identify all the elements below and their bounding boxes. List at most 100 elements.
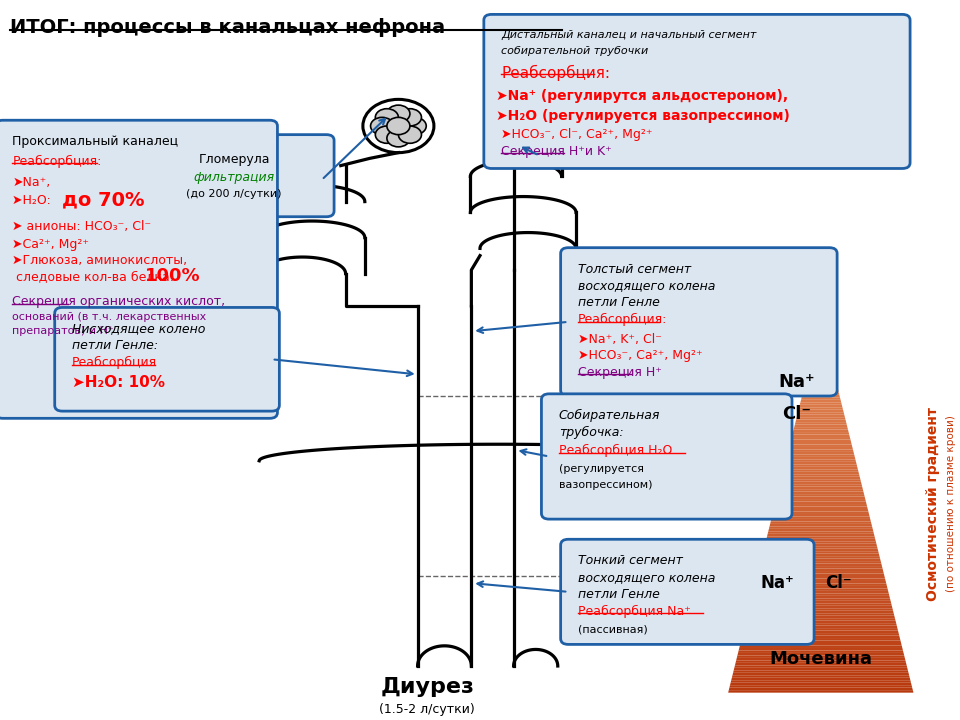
- FancyBboxPatch shape: [541, 394, 792, 519]
- Text: Проксимальный каналец: Проксимальный каналец: [12, 135, 179, 148]
- Polygon shape: [751, 598, 891, 600]
- Polygon shape: [738, 650, 903, 653]
- Text: (пассивная): (пассивная): [578, 624, 648, 634]
- Polygon shape: [772, 514, 870, 516]
- Polygon shape: [748, 611, 894, 613]
- Polygon shape: [820, 320, 822, 323]
- Text: ➤Ca²⁺, Mg²⁺: ➤Ca²⁺, Mg²⁺: [12, 238, 89, 251]
- Polygon shape: [804, 387, 838, 390]
- Text: ➤Na⁺ (регулирутся альдостероном),: ➤Na⁺ (регулирутся альдостероном),: [496, 89, 788, 103]
- Polygon shape: [769, 526, 873, 529]
- Polygon shape: [791, 437, 851, 439]
- Polygon shape: [813, 348, 828, 350]
- Polygon shape: [747, 613, 895, 616]
- Polygon shape: [755, 583, 887, 586]
- Circle shape: [398, 126, 421, 143]
- Polygon shape: [749, 608, 893, 611]
- Text: Тонкий сегмент: Тонкий сегмент: [578, 554, 683, 567]
- Circle shape: [371, 117, 394, 135]
- Polygon shape: [777, 497, 865, 499]
- Polygon shape: [806, 375, 835, 377]
- Text: Мочевина: Мочевина: [769, 649, 873, 668]
- FancyBboxPatch shape: [55, 307, 279, 411]
- Text: оснований (в т.ч. лекарственных: оснований (в т.ч. лекарственных: [12, 312, 206, 322]
- Polygon shape: [756, 578, 886, 581]
- Polygon shape: [775, 502, 867, 504]
- Circle shape: [375, 109, 398, 126]
- Polygon shape: [730, 683, 912, 685]
- Polygon shape: [753, 591, 889, 593]
- Polygon shape: [752, 596, 890, 598]
- Circle shape: [387, 105, 410, 122]
- Polygon shape: [768, 529, 874, 531]
- Polygon shape: [741, 638, 900, 641]
- Polygon shape: [771, 519, 871, 521]
- Polygon shape: [778, 492, 864, 494]
- Polygon shape: [746, 621, 896, 623]
- Polygon shape: [750, 603, 892, 606]
- Polygon shape: [736, 658, 905, 660]
- Polygon shape: [751, 600, 891, 603]
- Polygon shape: [767, 534, 875, 536]
- Polygon shape: [770, 524, 872, 526]
- Polygon shape: [744, 628, 898, 631]
- Polygon shape: [811, 355, 830, 358]
- Polygon shape: [790, 442, 852, 444]
- Text: до 70%: до 70%: [62, 191, 145, 210]
- Polygon shape: [801, 400, 841, 402]
- Text: ➤H₂O (регулируется вазопрессином): ➤H₂O (регулируется вазопрессином): [496, 109, 790, 122]
- Polygon shape: [781, 477, 860, 480]
- Polygon shape: [815, 343, 827, 345]
- Polygon shape: [758, 569, 883, 571]
- Polygon shape: [731, 680, 911, 683]
- Circle shape: [387, 130, 410, 147]
- Polygon shape: [756, 581, 886, 583]
- Polygon shape: [796, 420, 846, 422]
- Polygon shape: [807, 372, 834, 375]
- Text: Осмотический градиент: Осмотический градиент: [926, 407, 940, 601]
- Text: Реабсорбция:: Реабсорбция:: [12, 155, 102, 168]
- Polygon shape: [743, 631, 899, 633]
- Polygon shape: [803, 392, 839, 395]
- Polygon shape: [760, 561, 881, 564]
- Polygon shape: [793, 430, 849, 432]
- Text: восходящего колена: восходящего колена: [578, 279, 715, 292]
- Text: петли Генле:: петли Генле:: [72, 339, 158, 352]
- Text: восходящего колена: восходящего колена: [578, 571, 715, 584]
- Polygon shape: [732, 678, 910, 680]
- Text: вазопрессином): вазопрессином): [559, 480, 652, 490]
- Polygon shape: [810, 360, 831, 363]
- Text: Реабсорбция: Реабсорбция: [72, 356, 157, 369]
- Text: Реабсорбция:: Реабсорбция:: [501, 65, 611, 81]
- Polygon shape: [809, 363, 832, 365]
- Text: ➤H₂O: 10%: ➤H₂O: 10%: [72, 375, 165, 390]
- Polygon shape: [809, 365, 832, 367]
- Polygon shape: [733, 668, 908, 670]
- FancyBboxPatch shape: [134, 135, 334, 217]
- FancyBboxPatch shape: [561, 539, 814, 644]
- Polygon shape: [756, 576, 885, 578]
- Polygon shape: [782, 472, 859, 474]
- Circle shape: [403, 117, 426, 135]
- Text: Na⁺: Na⁺: [779, 373, 815, 391]
- Text: ➤HCO₃⁻, Ca²⁺, Mg²⁺: ➤HCO₃⁻, Ca²⁺, Mg²⁺: [578, 349, 703, 362]
- Polygon shape: [798, 413, 844, 415]
- Polygon shape: [794, 425, 848, 427]
- Text: Cl⁻: Cl⁻: [782, 405, 811, 423]
- Polygon shape: [816, 336, 826, 338]
- Polygon shape: [740, 643, 901, 646]
- Text: ➤H₂O:: ➤H₂O:: [12, 194, 56, 207]
- Polygon shape: [759, 564, 882, 566]
- Polygon shape: [728, 690, 914, 693]
- Polygon shape: [766, 536, 876, 539]
- Polygon shape: [761, 559, 880, 561]
- Polygon shape: [742, 633, 900, 636]
- Polygon shape: [755, 586, 887, 588]
- Polygon shape: [768, 531, 874, 534]
- Text: следовые кол-ва белка:: следовые кол-ва белка:: [12, 270, 179, 283]
- Polygon shape: [763, 549, 878, 552]
- Polygon shape: [754, 588, 888, 591]
- Text: фильтрация: фильтрация: [194, 171, 275, 184]
- Polygon shape: [783, 469, 858, 472]
- Polygon shape: [773, 511, 869, 514]
